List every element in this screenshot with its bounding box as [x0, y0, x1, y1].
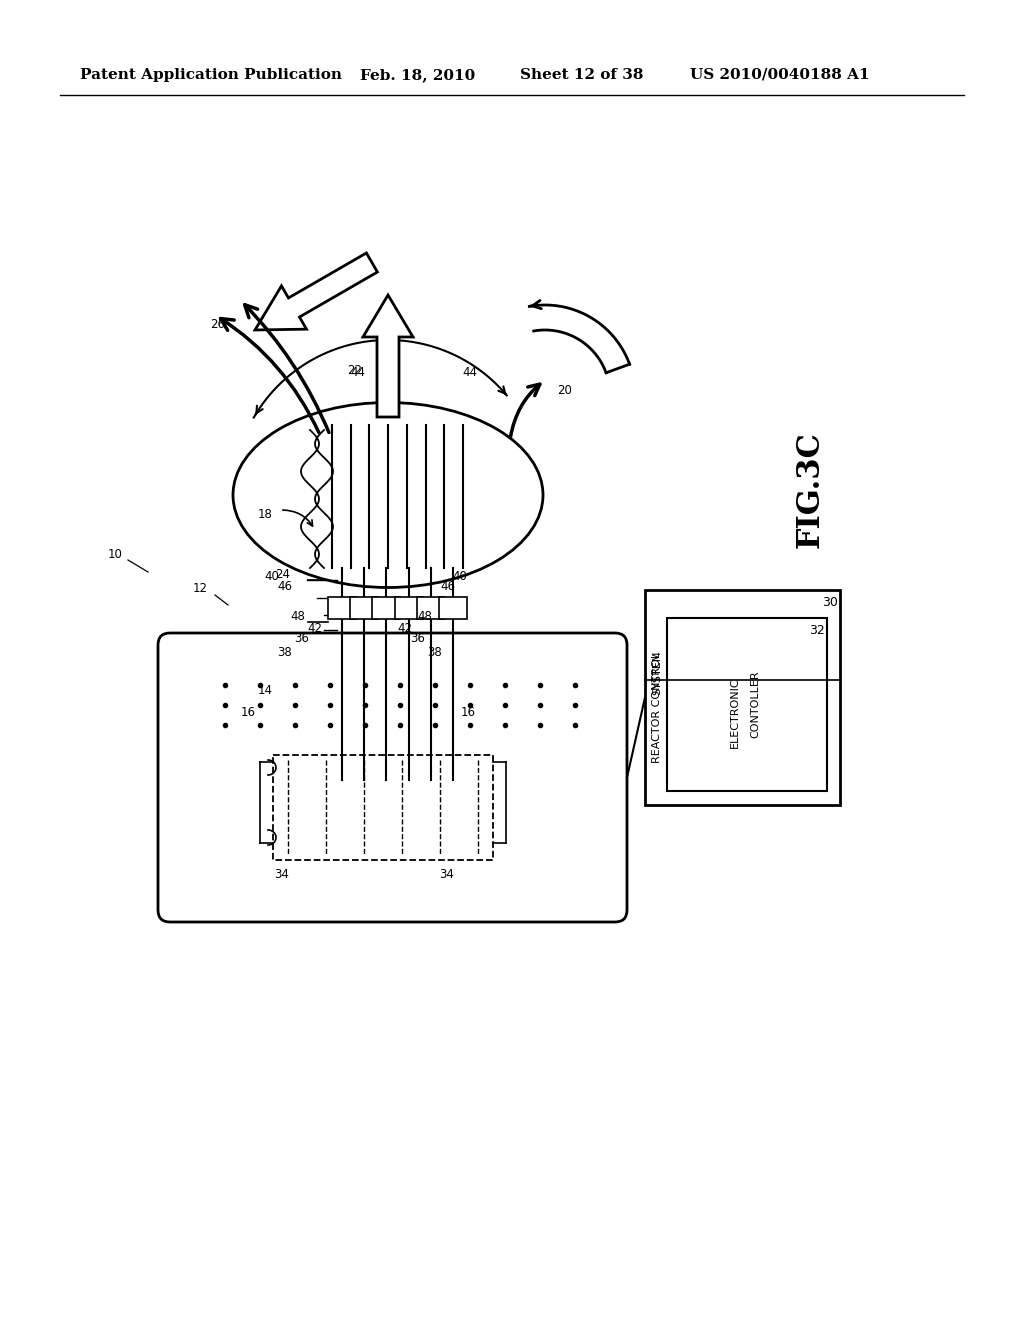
Bar — [373, 597, 400, 619]
Text: 12: 12 — [193, 582, 208, 594]
Polygon shape — [255, 253, 378, 330]
Text: 20: 20 — [557, 384, 572, 396]
Text: 44: 44 — [350, 367, 366, 380]
Text: 36: 36 — [295, 631, 309, 644]
Bar — [394, 597, 423, 619]
Text: Feb. 18, 2010: Feb. 18, 2010 — [360, 69, 475, 82]
Text: 42: 42 — [397, 622, 413, 635]
Text: 34: 34 — [274, 869, 290, 882]
Text: 22: 22 — [347, 363, 362, 376]
Text: 18: 18 — [258, 508, 272, 521]
Text: CONTOLLER: CONTOLLER — [750, 671, 760, 738]
Text: REACTOR CONTROL: REACTOR CONTROL — [652, 652, 662, 763]
Text: 46: 46 — [440, 581, 456, 594]
Text: 16: 16 — [461, 705, 475, 718]
Text: 26: 26 — [211, 318, 225, 331]
Text: 38: 38 — [428, 645, 442, 659]
Text: Sheet 12 of 38: Sheet 12 of 38 — [520, 69, 643, 82]
Polygon shape — [362, 294, 413, 417]
Text: 36: 36 — [411, 631, 425, 644]
Bar — [350, 597, 378, 619]
Bar — [328, 597, 356, 619]
Text: 46: 46 — [278, 581, 293, 594]
Text: 32: 32 — [809, 623, 824, 636]
Text: 38: 38 — [278, 645, 293, 659]
Text: SYSTEM: SYSTEM — [652, 651, 662, 694]
Bar — [439, 597, 467, 619]
Text: Patent Application Publication: Patent Application Publication — [80, 69, 342, 82]
Bar — [667, 618, 827, 791]
Text: 44: 44 — [463, 367, 477, 380]
Text: 42: 42 — [307, 622, 323, 635]
Text: 48: 48 — [418, 610, 432, 623]
Text: 48: 48 — [291, 610, 305, 623]
Text: 10: 10 — [108, 549, 123, 561]
Text: 40: 40 — [453, 570, 467, 583]
Text: 40: 40 — [264, 570, 280, 583]
Text: 16: 16 — [241, 705, 256, 718]
Text: US 2010/0040188 A1: US 2010/0040188 A1 — [690, 69, 869, 82]
Ellipse shape — [233, 403, 543, 587]
FancyBboxPatch shape — [158, 634, 627, 921]
Text: 30: 30 — [822, 595, 838, 609]
Text: 24: 24 — [275, 569, 291, 582]
Text: FIG.3C: FIG.3C — [795, 432, 825, 548]
Bar — [417, 597, 444, 619]
Text: 34: 34 — [439, 869, 455, 882]
Bar — [273, 755, 493, 861]
Text: 14: 14 — [257, 684, 272, 697]
Text: ELECTRONIC: ELECTRONIC — [730, 677, 740, 748]
Bar — [645, 590, 840, 805]
